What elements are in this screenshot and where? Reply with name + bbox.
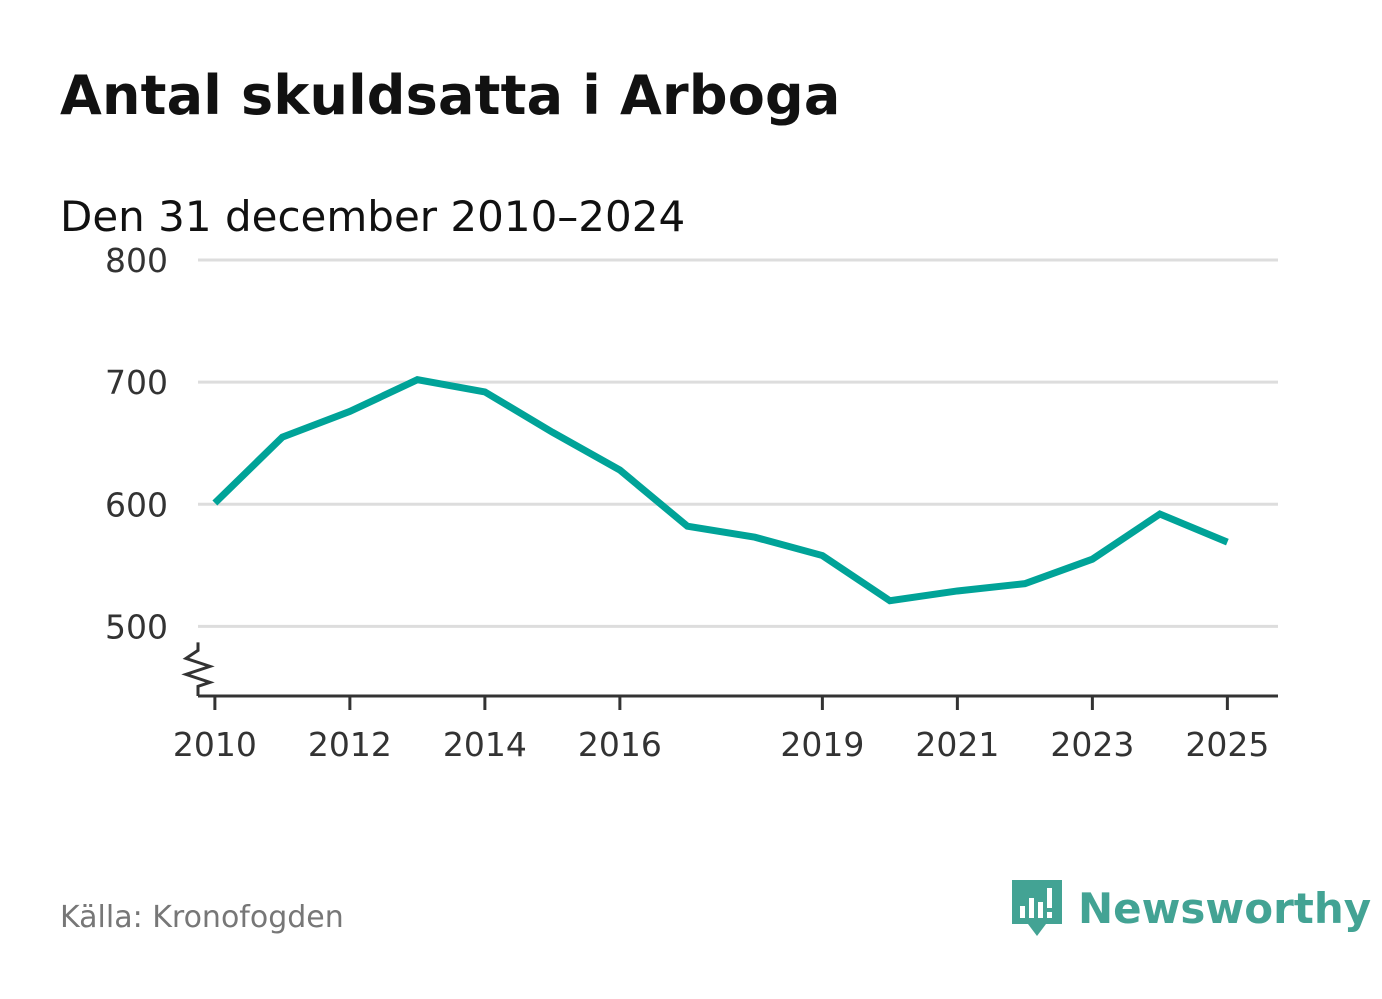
y-tick-label-700: 700 (105, 363, 168, 402)
y-tick-label-600: 600 (105, 485, 168, 524)
source-note: Källa: Kronofogden (60, 900, 344, 935)
y-tick-label-800: 800 (105, 241, 168, 280)
x-axis (181, 642, 1278, 710)
axis-break-mark (181, 642, 215, 696)
y-axis-labels: 500 600 700 800 (105, 241, 168, 646)
gridlines (198, 258, 1278, 628)
x-axis-labels: 2010 2012 2014 2016 2019 2021 2023 2025 (173, 725, 1269, 764)
brand-logo: Newsworthy (1010, 878, 1371, 938)
line-chart: 500 600 700 800 2010 2012 2014 2016 2019 2021 202… (105, 241, 1278, 764)
y-tick-label-500: 500 (105, 607, 168, 646)
chart-title: Antal skuldsatta i Arboga (60, 64, 841, 127)
x-tick-label-2025: 2025 (1185, 725, 1269, 764)
series-line (212, 376, 1229, 605)
chart-subtitle: Den 31 december 2010–2024 (60, 192, 686, 241)
newsworthy-logo-icon (1012, 880, 1062, 936)
x-tick-label-2010: 2010 (173, 725, 257, 764)
x-tick-label-2021: 2021 (915, 725, 999, 764)
x-tick-label-2023: 2023 (1050, 725, 1134, 764)
x-tick-label-2019: 2019 (780, 725, 864, 764)
x-tick-label-2014: 2014 (443, 725, 527, 764)
x-tick-label-2016: 2016 (578, 725, 662, 764)
x-tick-label-2012: 2012 (308, 725, 392, 764)
series-line-path (212, 376, 1229, 605)
brand-name: Newsworthy (1078, 883, 1372, 933)
